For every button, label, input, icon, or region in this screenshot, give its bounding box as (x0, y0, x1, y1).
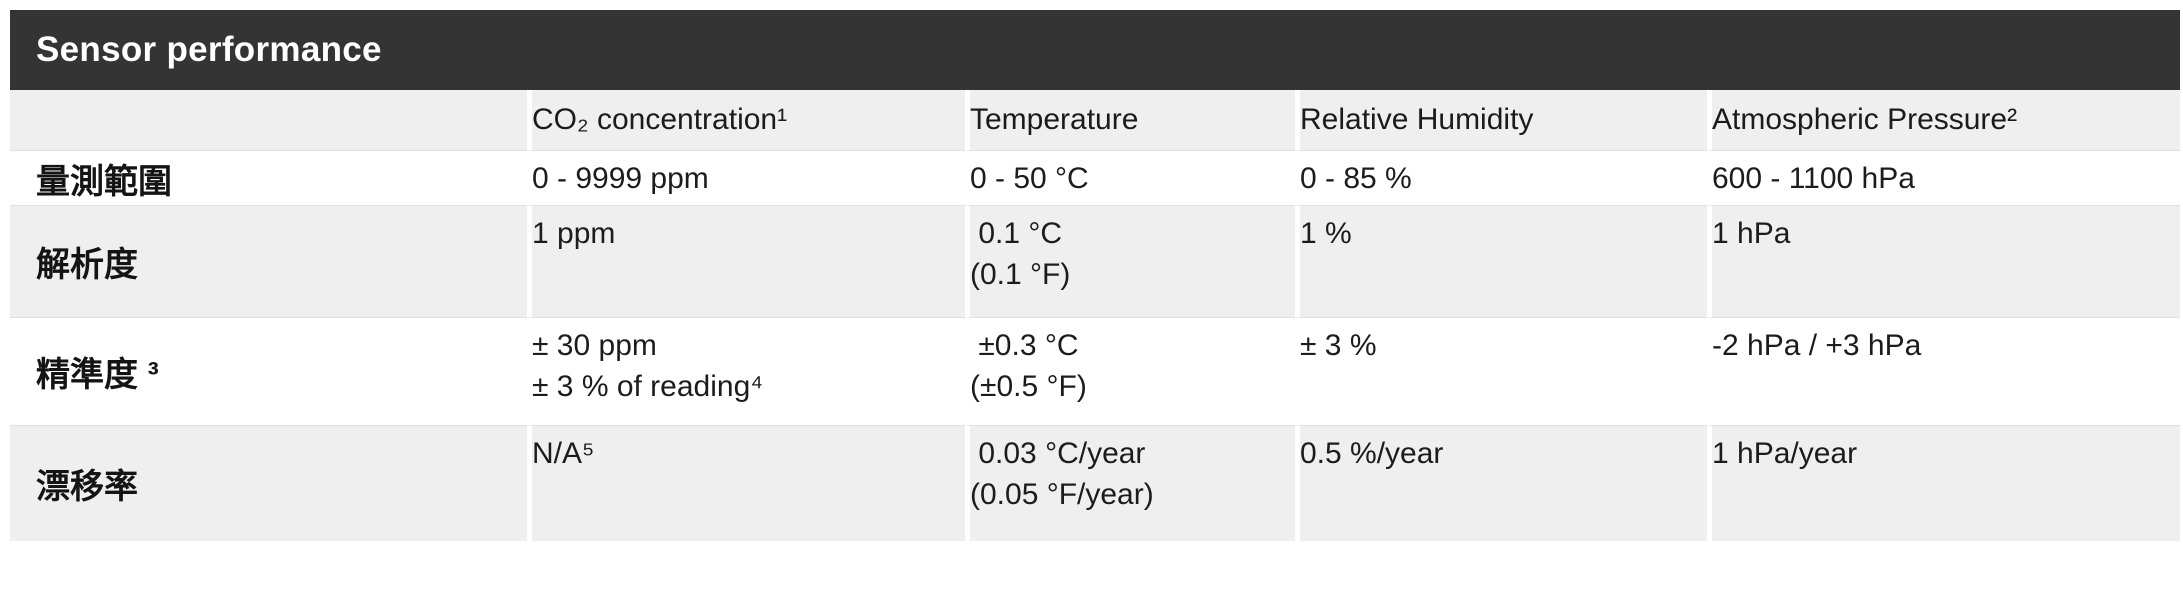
section-title: Sensor performance (36, 30, 382, 69)
row-label: 量測範圍 (10, 150, 527, 205)
table-cell: 0 - 85 % (1295, 150, 1707, 205)
column-header-blank (10, 90, 527, 150)
table-row-accuracy: 精準度 ³ ± 30 ppm ± 3 % of reading⁴ ±0.3 °C… (10, 317, 2180, 425)
table-cell: 0 - 50 °C (965, 150, 1295, 205)
header-row: CO₂ concentration¹ Temperature Relative … (10, 90, 2180, 150)
table-cell: 1 hPa (1707, 205, 2180, 317)
table-row-resolution: 解析度 1 ppm 0.1 °C (0.1 °F) 1 % 1 hPa (10, 205, 2180, 317)
sensor-performance-section: Sensor performance CO₂ concentration¹ Te… (10, 10, 2180, 541)
table-cell: 600 - 1100 hPa (1707, 150, 2180, 205)
table-cell: ± 30 ppm ± 3 % of reading⁴ (527, 317, 965, 425)
column-header-co2: CO₂ concentration¹ (527, 90, 965, 150)
table-cell: 0 - 9999 ppm (527, 150, 965, 205)
table-row-drift: 漂移率 N/A⁵ 0.03 °C/year (0.05 °F/year) 0.5… (10, 425, 2180, 541)
column-header-pressure: Atmospheric Pressure² (1707, 90, 2180, 150)
column-header-temperature: Temperature (965, 90, 1295, 150)
table-cell: 1 hPa/year (1707, 425, 2180, 541)
table-cell: 1 ppm (527, 205, 965, 317)
row-label: 解析度 (10, 205, 527, 317)
table-cell: N/A⁵ (527, 425, 965, 541)
table-cell: ±0.3 °C (±0.5 °F) (965, 317, 1295, 425)
table-cell: -2 hPa / +3 hPa (1707, 317, 2180, 425)
row-label: 漂移率 (10, 425, 527, 541)
table-row-measurement-range: 量測範圍 0 - 9999 ppm 0 - 50 °C 0 - 85 % 600… (10, 150, 2180, 205)
table-cell: 0.1 °C (0.1 °F) (965, 205, 1295, 317)
column-header-humidity: Relative Humidity (1295, 90, 1707, 150)
table-cell: ± 3 % (1295, 317, 1707, 425)
table-cell: 1 % (1295, 205, 1707, 317)
table-cell: 0.5 %/year (1295, 425, 1707, 541)
table-cell: 0.03 °C/year (0.05 °F/year) (965, 425, 1295, 541)
sensor-performance-table: CO₂ concentration¹ Temperature Relative … (10, 90, 2180, 541)
row-label: 精準度 ³ (10, 317, 527, 425)
section-title-bar: Sensor performance (10, 10, 2180, 90)
